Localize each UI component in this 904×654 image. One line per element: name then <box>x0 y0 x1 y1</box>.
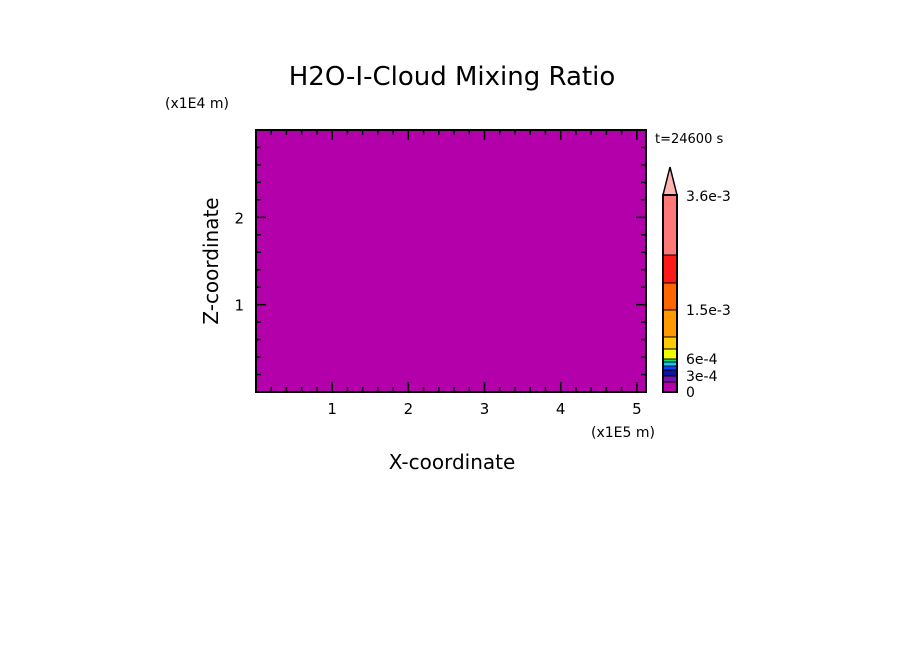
colorbar-segment <box>662 254 678 284</box>
time-label: t=24600 s <box>655 132 723 147</box>
colorbar-segment <box>662 375 678 383</box>
y-tick-label: 2 <box>234 209 244 227</box>
plot-field <box>255 129 647 393</box>
colorbar-extend-triangle <box>662 166 678 196</box>
colorbar-segment <box>662 309 678 338</box>
colorbar-label: 3.6e-3 <box>686 189 731 205</box>
x-axis-label: X-coordinate <box>389 450 516 474</box>
colorbar-segment <box>662 336 678 350</box>
colorbar-segment <box>662 365 678 371</box>
colorbar-segment <box>662 282 678 311</box>
x-tick-label: 4 <box>556 400 566 418</box>
colorbar-label: 6e-4 <box>686 352 718 368</box>
y-scale-label: (x1E4 m) <box>165 96 229 112</box>
chart-title: H2O-I-Cloud Mixing Ratio <box>289 62 616 92</box>
x-tick-label: 5 <box>632 400 642 418</box>
colorbar-labels: 03e-46e-4 1.5e-3 3.6e-3 <box>686 189 731 401</box>
y-tick-label: 1 <box>234 297 244 315</box>
colorbar-label: 0 <box>686 385 695 401</box>
x-tick-label: 2 <box>404 400 414 418</box>
colorbar-segment <box>662 194 678 256</box>
colorbar-segment <box>662 348 678 360</box>
colorbar <box>662 166 678 393</box>
y-tick-labels: 12 <box>234 209 244 314</box>
x-tick-label: 3 <box>480 400 490 418</box>
x-tick-label: 1 <box>327 400 337 418</box>
axis-ticks <box>256 130 646 392</box>
y-axis-label: Z-coordinate <box>199 197 223 324</box>
colorbar-segment <box>662 381 678 393</box>
colorbar-label: 1.5e-3 <box>686 303 731 319</box>
colorbar-frame <box>662 194 678 393</box>
x-scale-label: (x1E5 m) <box>591 425 655 441</box>
x-tick-labels: 1 2 3 4 5 <box>327 400 641 418</box>
colorbar-label: 3e-4 <box>686 369 718 385</box>
colorbar-segment <box>662 369 678 377</box>
colorbar-segment <box>662 361 678 367</box>
